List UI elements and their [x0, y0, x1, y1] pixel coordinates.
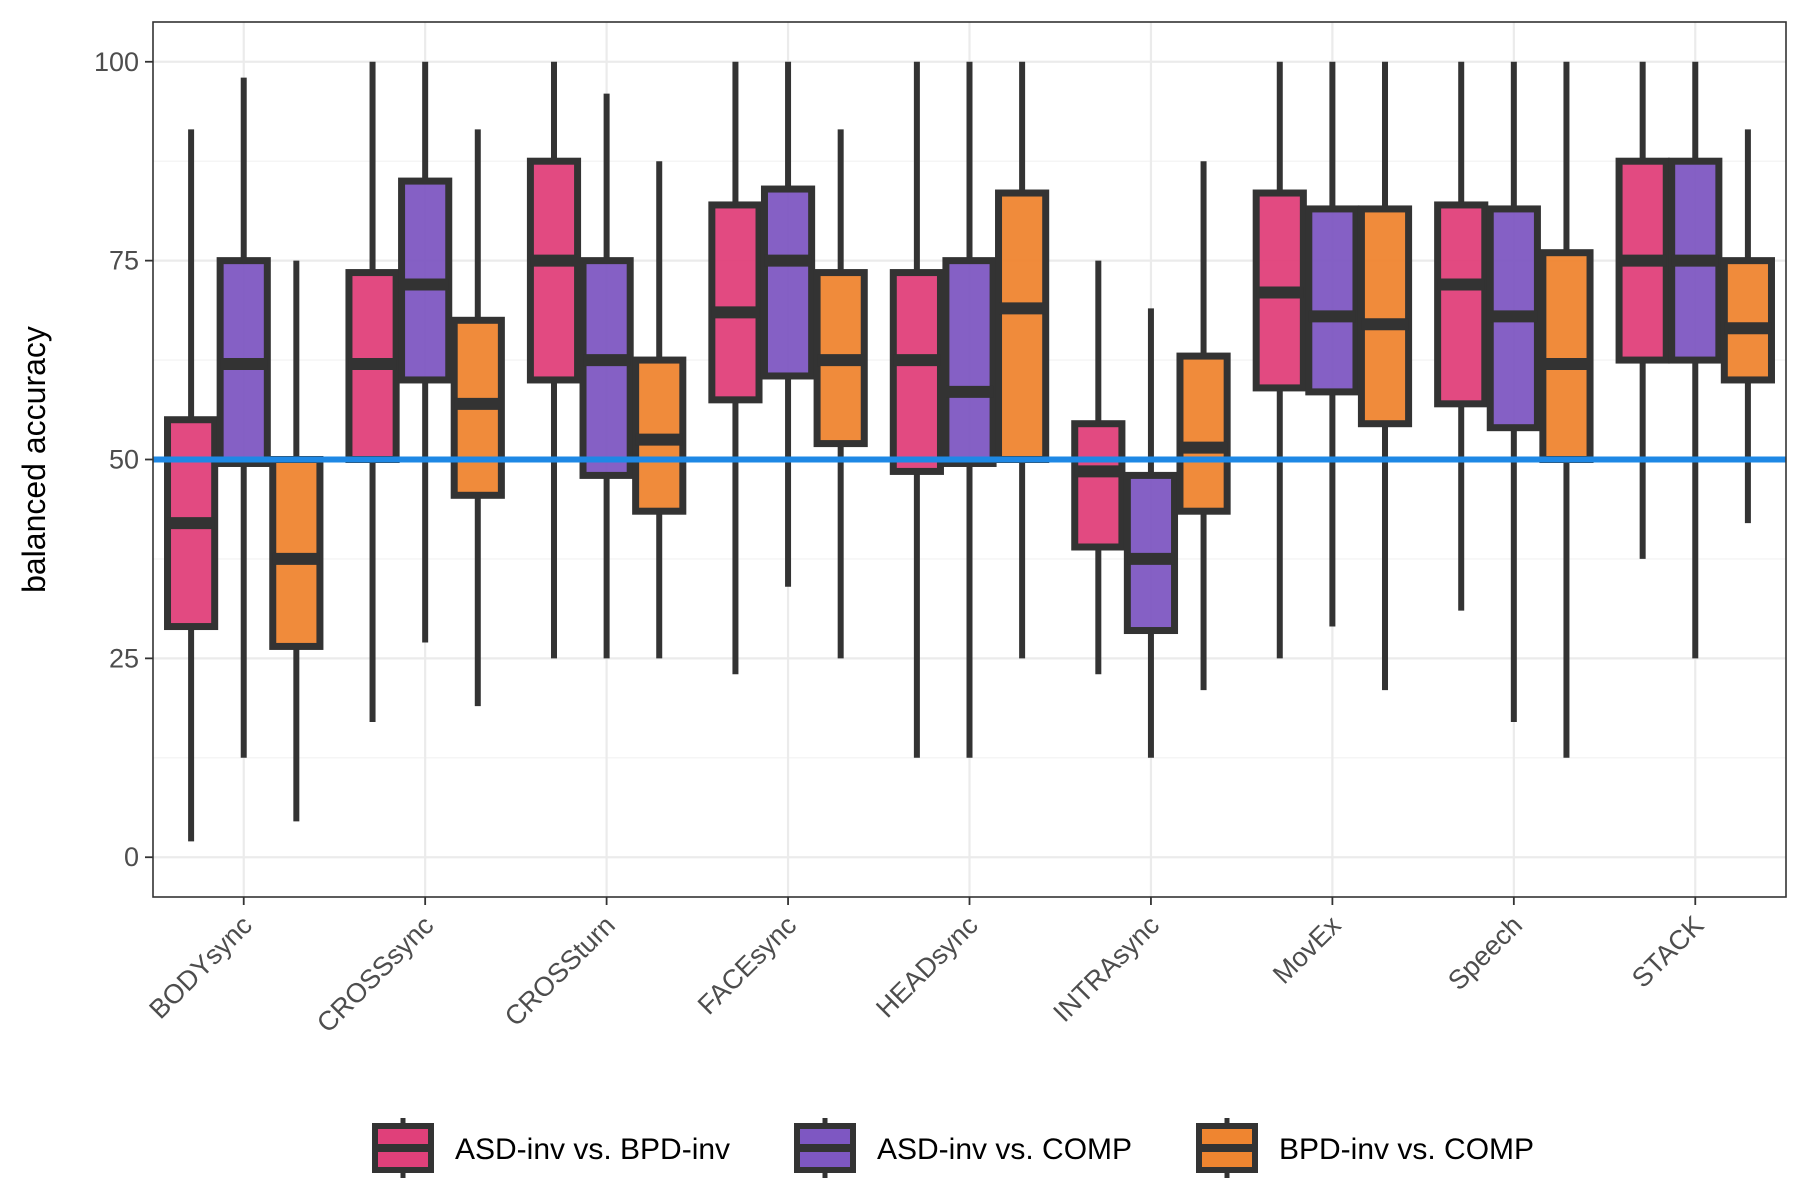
box-CROSSturn-series-2 — [632, 161, 687, 659]
box-body — [1357, 205, 1413, 428]
box-BODYsync-series-2 — [269, 260, 324, 822]
box-Speech-series-1 — [1486, 61, 1541, 722]
box-body — [1176, 352, 1231, 515]
legend-label: ASD-inv vs. COMP — [877, 1133, 1132, 1166]
y-tick-label: 100 — [94, 47, 139, 77]
box-layer — [164, 61, 1775, 842]
box-STACK-series-0 — [1615, 61, 1670, 559]
x-tick-label: FACEsync — [692, 910, 802, 1020]
box-STACK-series-1 — [1668, 61, 1723, 659]
box-CROSSturn-series-1 — [579, 93, 634, 659]
box-body — [889, 269, 944, 475]
box-FACEsync-series-0 — [708, 61, 763, 675]
y-tick-label: 75 — [109, 246, 139, 276]
axis-layer: 0 25 50 75 100 BODYsync CROSSsync CROSSturn FACE… — [94, 47, 1710, 1039]
box-CROSSsync-series-2 — [450, 129, 505, 707]
x-tick-label: INTRAsync — [1047, 910, 1165, 1028]
x-tick-label: CROSSturn — [499, 910, 621, 1032]
box-body — [942, 257, 997, 467]
x-tick-label: CROSSsync — [311, 910, 439, 1038]
box-HEADsync-series-1 — [942, 61, 997, 758]
x-tick-label: HEADsync — [870, 910, 984, 1024]
legend-label: BPD-inv vs. COMP — [1279, 1133, 1534, 1166]
box-BODYsync-series-1 — [216, 77, 271, 758]
box-CROSSsync-series-0 — [345, 61, 400, 722]
box-FACEsync-series-1 — [760, 61, 816, 587]
legend-item-2: BPD-inv vs. COMP — [1196, 1118, 1534, 1178]
box-body — [526, 157, 582, 384]
box-MovEx-series-0 — [1252, 61, 1307, 659]
box-body — [1305, 205, 1360, 396]
box-MovEx-series-2 — [1357, 61, 1413, 691]
box-FACEsync-series-2 — [813, 129, 868, 659]
box-STACK-series-2 — [1720, 129, 1775, 524]
box-body — [1071, 420, 1126, 551]
box-CROSSturn-series-0 — [526, 61, 582, 659]
legend-label: ASD-inv vs. BPD-inv — [455, 1133, 730, 1166]
box-body — [760, 185, 816, 380]
box-BODYsync-series-0 — [164, 129, 219, 842]
box-Speech-series-2 — [1539, 61, 1594, 758]
box-body — [1539, 249, 1594, 463]
box-HEADsync-series-0 — [889, 61, 944, 758]
legend-item-0: ASD-inv vs. BPD-inv — [372, 1118, 730, 1178]
box-body — [708, 201, 763, 404]
y-axis-title: balanced accuracy — [16, 326, 52, 593]
legend-item-1: ASD-inv vs. COMP — [794, 1118, 1132, 1178]
box-body — [1434, 201, 1489, 408]
legend: ASD-inv vs. BPD-inv ASD-inv vs. COMP BPD-i… — [372, 1118, 1534, 1178]
box-Speech-series-0 — [1434, 61, 1489, 611]
x-tick-label: STACK — [1626, 910, 1709, 993]
box-HEADsync-series-2 — [995, 61, 1050, 659]
x-tick-label: MovEx — [1267, 910, 1347, 990]
box-body — [1720, 257, 1775, 384]
y-tick-label: 25 — [109, 643, 139, 673]
box-INTRAsync-series-0 — [1071, 260, 1126, 675]
box-body — [579, 257, 634, 479]
box-body — [995, 189, 1050, 463]
y-tick-label: 50 — [109, 445, 139, 475]
box-INTRAsync-series-1 — [1123, 308, 1179, 758]
x-tick-label: BODYsync — [143, 910, 258, 1025]
y-tick-label: 0 — [124, 842, 139, 872]
box-CROSSsync-series-1 — [398, 61, 453, 643]
box-MovEx-series-1 — [1305, 61, 1360, 627]
x-tick-label: Speech — [1442, 910, 1528, 996]
box-INTRAsync-series-2 — [1176, 161, 1231, 691]
